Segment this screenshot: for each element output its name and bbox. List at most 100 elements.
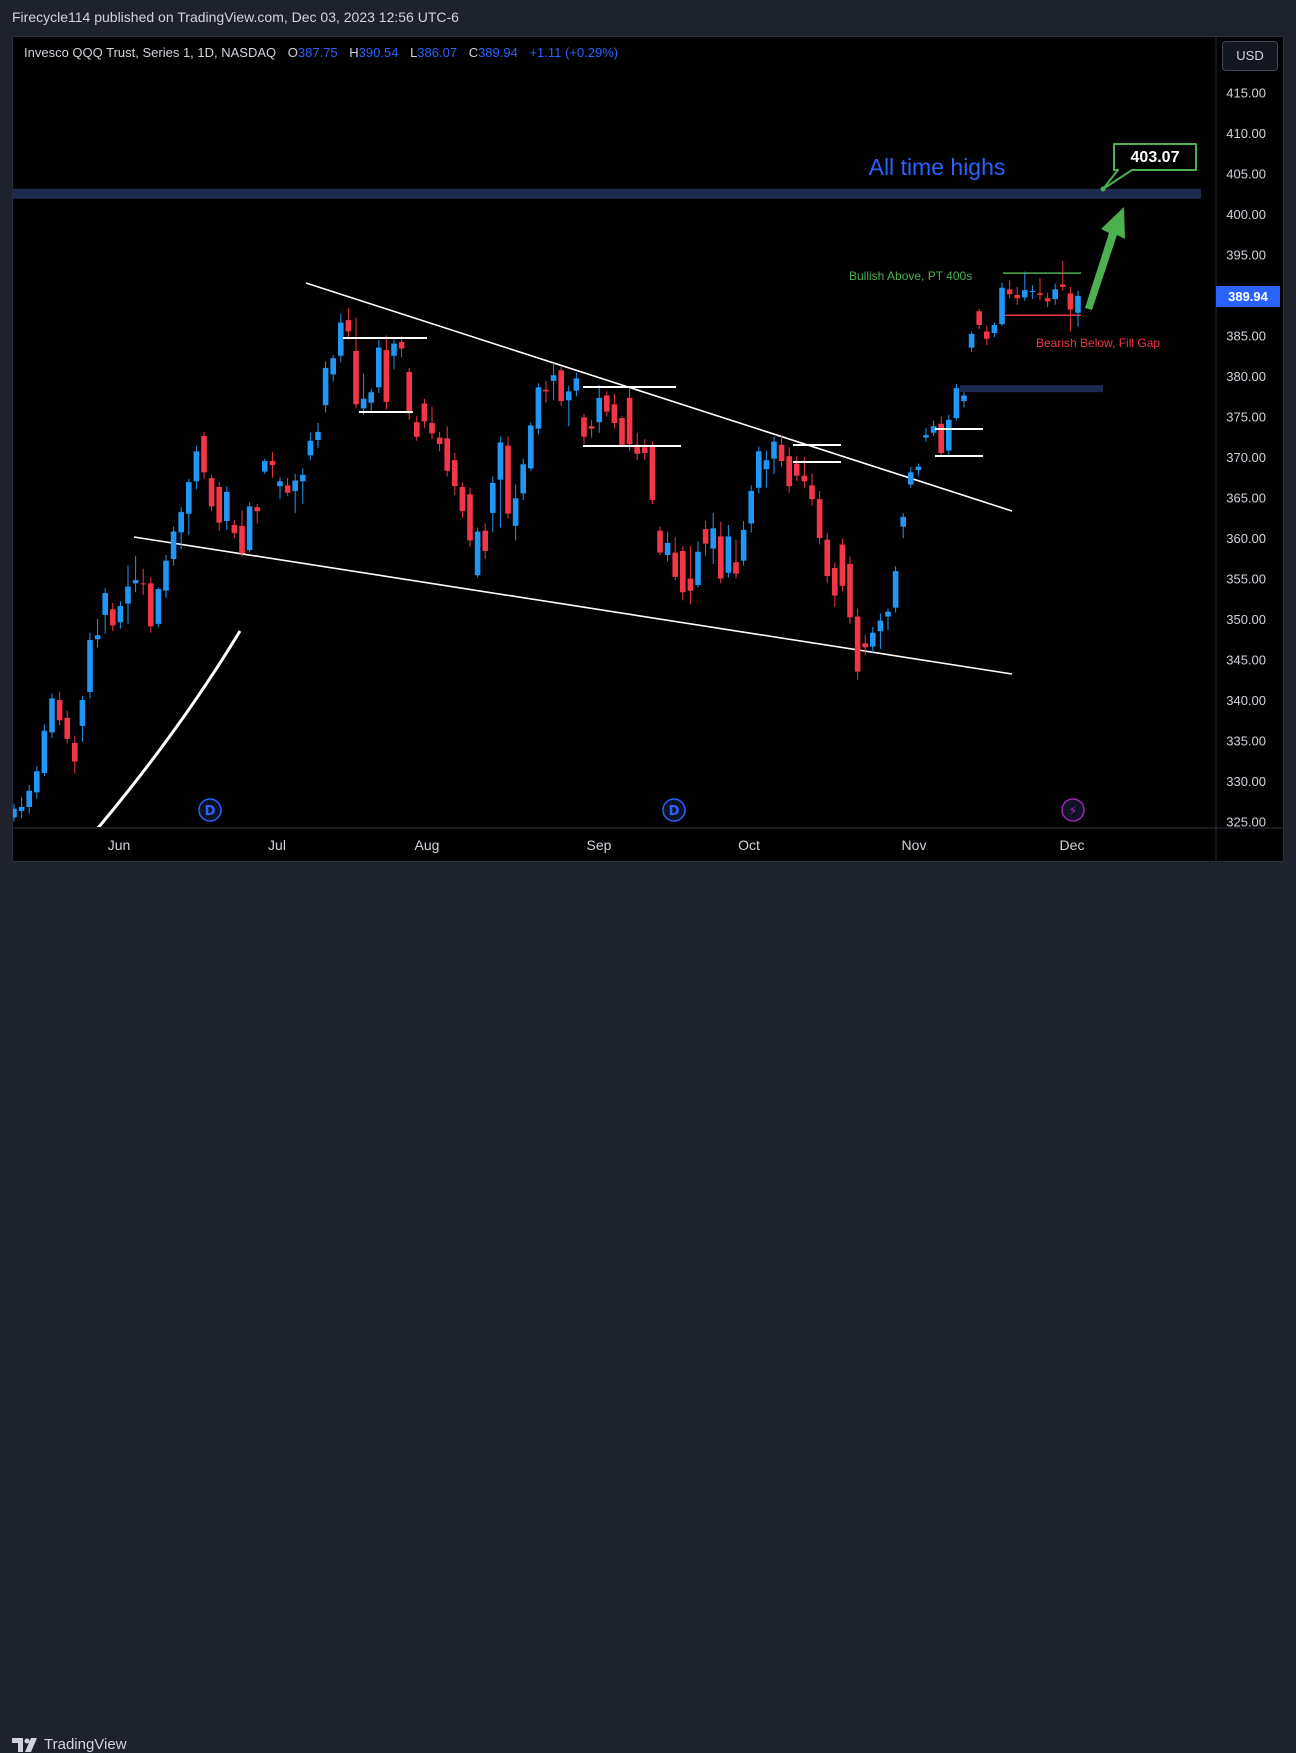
time-axis-label: Sep: [587, 837, 612, 853]
candle-body: [649, 446, 656, 500]
bearish-label[interactable]: Bearish Below, Fill Gap: [1036, 336, 1160, 350]
candle-body: [763, 460, 770, 470]
price-axis[interactable]: 415.00410.00405.00400.00395.00390.00385.…: [1226, 86, 1266, 830]
candle-body: [322, 367, 329, 406]
candle-body: [558, 370, 564, 402]
candle-body: [672, 552, 678, 577]
candle-body: [611, 404, 618, 423]
all-time-high-band[interactable]: [13, 188, 1201, 199]
bullish-label[interactable]: Bullish Above, PT 400s: [849, 269, 972, 283]
candle-body: [277, 481, 283, 487]
events-layer[interactable]: D D ⚡: [198, 798, 1085, 822]
candle-body: [634, 444, 640, 454]
time-axis-label: Dec: [1060, 837, 1085, 853]
candle-body: [140, 583, 146, 585]
candle-body: [216, 486, 222, 523]
candle-body: [482, 530, 488, 551]
candle-body: [246, 506, 253, 551]
chart-frame[interactable]: [12, 36, 1284, 862]
candle-body: [1029, 290, 1036, 292]
time-axis-label: Aug: [415, 837, 440, 853]
candle-body: [41, 730, 48, 773]
target-callout-box[interactable]: [1102, 143, 1197, 190]
candle-body: [839, 544, 846, 586]
price-tick-label: 405.00: [1226, 167, 1266, 182]
candle-body: [984, 331, 990, 339]
candle-body: [854, 616, 861, 672]
price-chart[interactable]: 415.00410.00405.00400.00395.00390.00385.…: [0, 0, 1296, 906]
candle-body: [1014, 295, 1020, 299]
upper-trendline[interactable]: [305, 282, 1013, 512]
price-tick-label: 370.00: [1226, 450, 1266, 465]
price-tick-label: 340.00: [1226, 693, 1266, 708]
candle-body: [345, 320, 352, 332]
bullish-arrow-icon[interactable]: [1085, 207, 1125, 310]
event-marker-icon[interactable]: [1061, 798, 1085, 822]
time-axis[interactable]: Jun Jul Aug Sep Oct Nov Dec: [108, 837, 1085, 853]
candle-body: [163, 560, 169, 591]
candle-body: [1006, 289, 1013, 295]
candle-body: [794, 463, 800, 476]
symbol-name[interactable]: Invesco QQQ Trust, Series 1, 1D, NASDAQ: [24, 45, 277, 60]
candle-body: [908, 472, 914, 485]
range-markers-layer[interactable]: [343, 337, 983, 463]
symbol-legend[interactable]: Invesco QQQ Trust, Series 1, 1D, NASDAQ …: [24, 45, 618, 60]
candle-body: [550, 375, 557, 381]
levels-layer[interactable]: [13, 188, 1201, 393]
candle-body: [383, 350, 390, 402]
candle-body: [923, 435, 929, 438]
candle-body: [49, 698, 55, 733]
ath-label[interactable]: All time highs: [869, 154, 1006, 180]
candle-body: [338, 322, 344, 356]
last-price-label: 389.94: [1228, 289, 1269, 304]
candle-body: [429, 422, 435, 434]
candle-body: [573, 378, 580, 391]
candle-body: [938, 423, 944, 453]
target-price-label[interactable]: 403.07: [1131, 149, 1180, 166]
candle-body: [18, 806, 25, 811]
event-marker-icon[interactable]: [662, 798, 686, 822]
event-marker-label: ⚡: [1068, 804, 1077, 819]
candle-body: [254, 507, 260, 512]
trendlines-layer[interactable]: [96, 282, 1013, 828]
price-tick-label: 345.00: [1226, 653, 1266, 668]
candle-body: [528, 425, 534, 469]
time-axis-label: Nov: [902, 837, 927, 853]
candle-body: [710, 528, 716, 549]
candle-body: [64, 717, 70, 739]
time-axis-label: Oct: [738, 837, 760, 853]
candle-body: [444, 438, 450, 471]
tradingview-logo[interactable]: TradingView: [12, 1736, 127, 1753]
candle-body: [915, 466, 922, 470]
candle-body: [862, 643, 868, 648]
gap-zone-band[interactable]: [960, 385, 1103, 393]
candle-body: [452, 460, 458, 487]
candle-body: [664, 542, 671, 556]
high-label: H: [349, 45, 359, 60]
price-tick-label: 395.00: [1226, 248, 1266, 263]
candle-body: [991, 324, 998, 334]
candle-body: [474, 531, 481, 576]
currency-button[interactable]: USD: [1222, 41, 1278, 71]
candle-body: [414, 422, 420, 437]
candle-body: [953, 388, 960, 419]
candle-body: [368, 392, 374, 403]
lower-trendline[interactable]: [133, 536, 1013, 675]
event-marker-label: D: [205, 804, 216, 819]
candle-body: [87, 640, 93, 692]
candle-body: [201, 435, 207, 473]
candle-body: [72, 742, 78, 762]
candle-body: [535, 387, 542, 429]
candle-body: [239, 525, 245, 554]
annotations-layer[interactable]: All time highs Bullish Above, PT 400s Be…: [849, 143, 1280, 350]
event-marker-icon[interactable]: [198, 798, 222, 822]
candles-layer: [13, 260, 1081, 822]
candle-body: [330, 358, 336, 375]
candle-body: [1037, 293, 1043, 295]
curved-trendline[interactable]: [96, 630, 242, 828]
candle-body: [778, 444, 785, 462]
price-tick-label: 330.00: [1226, 774, 1266, 789]
candle-body: [307, 440, 314, 456]
candle-body: [1022, 290, 1028, 298]
last-price-badge[interactable]: [1216, 286, 1280, 307]
